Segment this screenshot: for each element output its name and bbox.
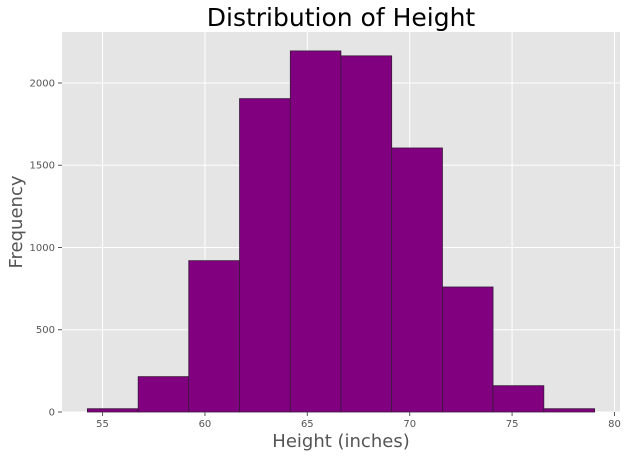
- histogram-bar: [543, 408, 596, 413]
- y-tick-label: 1500: [30, 161, 55, 172]
- histogram-bar: [86, 408, 139, 413]
- y-tick-label: 2000: [30, 78, 55, 89]
- histogram-bar: [137, 376, 190, 413]
- y-tick-label: 0: [49, 408, 55, 419]
- x-tick-label: 55: [96, 419, 109, 430]
- histogram-bar: [391, 147, 443, 413]
- y-axis-ticks: 0 500 1000 1500 2000: [30, 78, 62, 419]
- x-axis-label: Height (inches): [272, 431, 409, 452]
- y-tick-label: 500: [36, 325, 55, 336]
- x-tick-label: 80: [608, 419, 621, 430]
- chart-title: Distribution of Height: [207, 3, 476, 32]
- y-axis-label: Frequency: [6, 175, 27, 268]
- histogram-bars: [86, 50, 596, 413]
- x-tick-label: 60: [199, 419, 212, 430]
- histogram-bar: [239, 98, 291, 413]
- x-axis-ticks: 55 60 65 70 75 80: [96, 412, 621, 430]
- x-tick-label: 65: [301, 419, 314, 430]
- histogram-bar: [492, 385, 545, 413]
- histogram-bar: [442, 286, 494, 413]
- histogram-bar: [289, 50, 342, 413]
- y-tick-label: 1000: [30, 243, 55, 254]
- histogram-bar: [340, 55, 393, 413]
- x-tick-label: 75: [506, 419, 519, 430]
- x-tick-label: 70: [403, 419, 416, 430]
- histogram-bar: [188, 260, 240, 413]
